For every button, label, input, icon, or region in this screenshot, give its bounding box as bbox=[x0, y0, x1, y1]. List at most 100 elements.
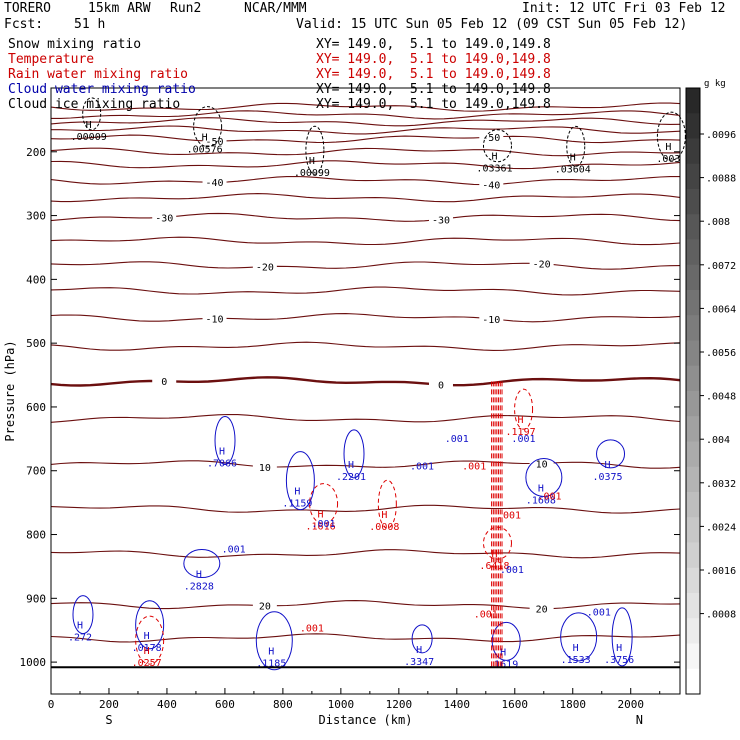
isotherm-line bbox=[50, 600, 681, 610]
colorbar-cell bbox=[686, 88, 700, 114]
maximum-value: .03604 bbox=[555, 164, 591, 175]
contour-label: .001 bbox=[222, 544, 246, 555]
maximum-value: .1619 bbox=[488, 659, 518, 670]
colorbar-tick-label: .0032 bbox=[706, 479, 736, 490]
maximum-value: .00009 bbox=[71, 132, 107, 143]
isotherm-line bbox=[51, 125, 681, 135]
y-tick-label: 600 bbox=[26, 401, 46, 414]
resolution: 15km ARW bbox=[88, 1, 151, 16]
isotherm-line bbox=[50, 376, 681, 387]
contour-blob bbox=[309, 483, 339, 525]
x-tick-label: 400 bbox=[157, 698, 177, 711]
isotherm-label: -20 bbox=[533, 260, 551, 271]
isotherm-label: -30 bbox=[155, 213, 173, 224]
isotherm-line bbox=[50, 134, 681, 144]
colorbar-cell bbox=[686, 340, 700, 367]
maximum-marker: H bbox=[219, 446, 225, 457]
colorbar-cell bbox=[686, 138, 700, 165]
isotherm-label: 0 bbox=[161, 377, 167, 388]
isotherm-line bbox=[50, 341, 681, 351]
isotherm-line bbox=[50, 549, 681, 559]
isotherm-line bbox=[50, 413, 681, 423]
colorbar-tick-label: .0064 bbox=[706, 304, 736, 315]
maximum-marker: H bbox=[570, 152, 576, 163]
x-tick-label: 1000 bbox=[328, 698, 355, 711]
legend-snow-name: Snow mixing ratio bbox=[8, 37, 142, 52]
isotherm-label: -10 bbox=[482, 315, 500, 326]
legend-snow-xy: XY= 149.0, 5.1 to 149.0,149.8 bbox=[316, 37, 551, 52]
contour-blob bbox=[214, 415, 236, 465]
colorbar-tick-label: .0056 bbox=[706, 348, 736, 359]
colorbar-tick-label: .0016 bbox=[706, 566, 736, 577]
colorbar-unit: g kg bbox=[704, 79, 726, 89]
y-tick-label: 200 bbox=[26, 146, 46, 159]
contour-label: .001 bbox=[445, 434, 469, 445]
legend-cloud-xy: XY= 149.0, 5.1 to 149.0,149.8 bbox=[316, 82, 551, 97]
contour-blob bbox=[596, 439, 626, 469]
colorbar-tick-label: .0048 bbox=[706, 392, 736, 403]
isotherm-line bbox=[50, 212, 681, 222]
isotherm-label: 20 bbox=[259, 602, 271, 613]
x-tick-label: 1600 bbox=[502, 698, 529, 711]
maximum-value: .2201 bbox=[336, 472, 366, 483]
contour-label: .001 bbox=[300, 623, 324, 634]
contour-label: .001 bbox=[462, 461, 486, 472]
maximum-marker: H bbox=[616, 643, 622, 654]
isotherm-line bbox=[50, 160, 681, 170]
maximum-value: .1197 bbox=[506, 427, 536, 438]
isotherm-label: -50 bbox=[482, 133, 500, 144]
colorbar-cell bbox=[686, 593, 700, 619]
contour-blob bbox=[377, 479, 397, 529]
legend-temp-xy: XY= 149.0, 5.1 to 149.0,149.8 bbox=[316, 52, 551, 67]
maximum-marker: H bbox=[309, 156, 315, 167]
org-name: NCAR/MMM bbox=[244, 1, 307, 16]
maximum-value: .03361 bbox=[476, 164, 512, 175]
x-tick-label: 1800 bbox=[560, 698, 587, 711]
isotherm-line bbox=[50, 460, 681, 469]
isotherm-line bbox=[50, 286, 681, 296]
maximum-value: .0008 bbox=[369, 522, 399, 533]
colorbar-cell bbox=[686, 668, 700, 695]
contour-label: .001 bbox=[538, 491, 562, 502]
contour-label: .001 bbox=[500, 565, 524, 576]
colorbar-cell bbox=[686, 416, 700, 442]
colorbar-cell bbox=[686, 492, 700, 518]
contour-blob bbox=[255, 611, 293, 671]
isotherm-label: 10 bbox=[259, 463, 271, 474]
contour-label: .001 bbox=[410, 461, 434, 472]
isotherm-line bbox=[51, 110, 681, 120]
contour-blob bbox=[343, 429, 365, 479]
maximum-marker: H bbox=[268, 647, 274, 658]
x-tick-label: 2000 bbox=[617, 698, 644, 711]
maximum-value: .2828 bbox=[184, 582, 214, 593]
maximum-marker: H bbox=[144, 646, 150, 657]
colorbar-cell bbox=[686, 189, 700, 215]
colorbar-cell bbox=[686, 290, 700, 316]
maximum-marker: H bbox=[294, 487, 300, 498]
maximum-value: .1533 bbox=[561, 655, 591, 666]
x-tick-label: 1400 bbox=[444, 698, 471, 711]
contour-label: .001 bbox=[587, 608, 611, 619]
model-name: TORERO bbox=[4, 1, 51, 16]
end-label-south: S bbox=[105, 713, 112, 727]
colorbar-tick-label: .008 bbox=[706, 217, 730, 228]
isotherm-label: 10 bbox=[536, 459, 548, 470]
contour-blob bbox=[135, 615, 165, 665]
maximum-value: .3756 bbox=[604, 655, 634, 666]
y-tick-label: 800 bbox=[26, 529, 46, 542]
isotherm-line bbox=[50, 504, 681, 514]
colorbar-cell bbox=[686, 517, 700, 543]
colorbar-cell bbox=[686, 315, 700, 341]
valid-time: Valid: 15 UTC Sun 05 Feb 12 (09 CST Sun … bbox=[296, 17, 688, 32]
isotherm-line bbox=[50, 633, 681, 643]
y-tick-label: 900 bbox=[26, 592, 46, 605]
maximum-marker: H bbox=[573, 643, 579, 654]
colorbar-cell bbox=[686, 466, 700, 493]
maximum-value: .0178 bbox=[132, 643, 162, 654]
colorbar-tick-label: .0008 bbox=[706, 610, 736, 621]
colorbar-cell bbox=[686, 365, 700, 392]
x-tick-label: 800 bbox=[273, 698, 293, 711]
contour-blob bbox=[482, 526, 512, 560]
colorbar-cell bbox=[686, 264, 700, 291]
